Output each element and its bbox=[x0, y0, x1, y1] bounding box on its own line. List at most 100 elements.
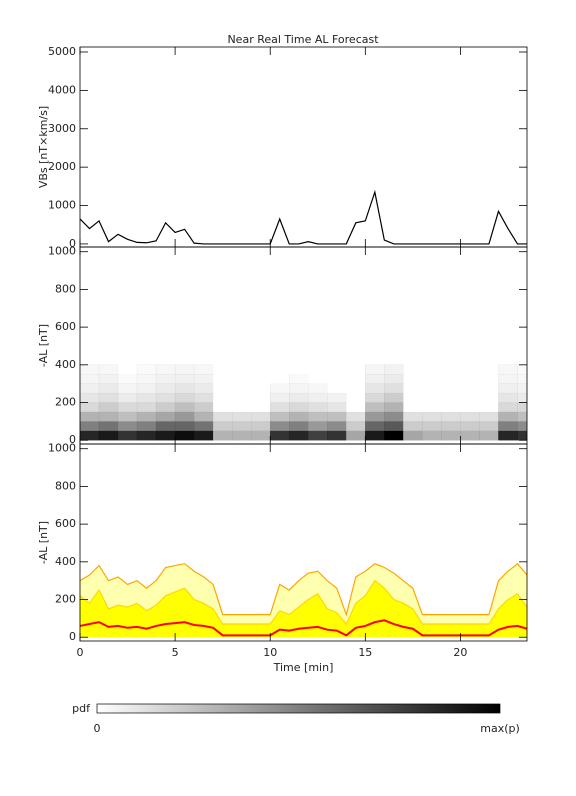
heat-cell bbox=[327, 364, 347, 375]
heat-cell bbox=[289, 364, 309, 375]
axes-frame bbox=[79, 443, 528, 642]
heat-cell bbox=[136, 421, 157, 431]
heat-cell bbox=[251, 383, 271, 394]
y-tick-label: 800 bbox=[55, 282, 76, 295]
heat-cell bbox=[308, 374, 328, 384]
heat-cell bbox=[212, 411, 233, 422]
heat-cell bbox=[441, 402, 461, 412]
heat-cell bbox=[98, 374, 119, 384]
y-tick-label: 0 bbox=[69, 237, 76, 250]
heat-cell bbox=[327, 383, 347, 394]
heat-cell bbox=[384, 364, 404, 375]
heat-cell bbox=[213, 364, 233, 375]
heat-cell bbox=[346, 383, 366, 394]
heat-cell bbox=[251, 374, 271, 384]
heat-cell bbox=[79, 392, 100, 403]
heat-cell bbox=[79, 411, 100, 422]
heat-cell bbox=[479, 402, 499, 412]
heat-cell bbox=[479, 430, 499, 441]
heat-cell bbox=[270, 392, 290, 403]
y-tick-label: 5000 bbox=[48, 45, 76, 58]
heat-cell bbox=[232, 402, 252, 412]
heat-cell bbox=[403, 383, 423, 394]
x-axis-label: Time [min] bbox=[273, 661, 334, 674]
y-tick-label: 1000 bbox=[48, 245, 76, 258]
heat-cell bbox=[98, 402, 119, 413]
heat-cell bbox=[498, 364, 518, 375]
heat-cell bbox=[460, 421, 480, 431]
heat-cell bbox=[517, 383, 528, 394]
heat-cell bbox=[136, 392, 157, 403]
heat-cell bbox=[174, 374, 195, 384]
y-tick-label: 600 bbox=[55, 320, 76, 333]
y-tick-label: 200 bbox=[55, 593, 76, 606]
line bbox=[79, 619, 528, 637]
heat-cell bbox=[193, 430, 214, 441]
heat-cell bbox=[365, 430, 385, 441]
heat-cell bbox=[270, 411, 290, 422]
heat-cell bbox=[118, 364, 138, 375]
heat-cell bbox=[441, 430, 461, 441]
heat-cell bbox=[117, 392, 138, 403]
x-tick-label: 0 bbox=[77, 646, 84, 659]
line bbox=[79, 579, 528, 626]
axes-frame bbox=[79, 46, 528, 248]
heat-cell bbox=[327, 392, 347, 403]
heat-cell bbox=[441, 383, 461, 394]
heat-cell bbox=[403, 430, 423, 441]
heat-cell bbox=[384, 392, 404, 403]
heat-cell bbox=[517, 402, 528, 413]
heat-cell bbox=[384, 411, 404, 422]
heat-cell bbox=[403, 364, 423, 375]
heat-cell bbox=[422, 430, 442, 441]
heat-cell bbox=[479, 364, 499, 375]
colorbar-min: 0 bbox=[94, 722, 101, 735]
heat-cell bbox=[384, 421, 404, 431]
line bbox=[79, 562, 528, 617]
heat-cell bbox=[174, 402, 195, 413]
heat-cell bbox=[117, 421, 138, 431]
heat-cell bbox=[460, 411, 480, 422]
heat-cell bbox=[79, 364, 100, 375]
y-axis-label: VBs [nT×km/s] bbox=[37, 106, 50, 188]
heat-cell bbox=[498, 411, 518, 422]
heat-cell bbox=[384, 374, 404, 384]
heat-cell bbox=[460, 430, 480, 441]
heat-cell bbox=[155, 402, 176, 413]
heat-cell bbox=[422, 411, 442, 422]
heat-cell bbox=[498, 392, 518, 403]
heat-cell bbox=[232, 393, 252, 403]
line bbox=[79, 189, 527, 245]
heat-cell bbox=[98, 364, 119, 375]
heat-cell bbox=[479, 421, 499, 431]
y-axis-label: -AL [nT] bbox=[37, 324, 50, 367]
heat-cell bbox=[346, 421, 366, 431]
heat-cell bbox=[136, 402, 157, 413]
heat-cell bbox=[441, 411, 461, 422]
heat-cell bbox=[479, 383, 499, 394]
heat-cell bbox=[193, 374, 214, 384]
heat-cell bbox=[251, 411, 271, 422]
x-tick-label: 5 bbox=[172, 646, 179, 659]
heat-cell bbox=[365, 364, 385, 375]
heat-cell bbox=[308, 364, 328, 375]
y-tick-label: 4000 bbox=[48, 83, 76, 96]
heat-cell bbox=[117, 374, 138, 384]
heat-cell bbox=[498, 383, 518, 394]
heat-cell bbox=[136, 411, 157, 422]
heat-cell bbox=[308, 430, 328, 441]
heat-cell bbox=[517, 374, 528, 384]
heat-cell bbox=[441, 421, 461, 431]
heat-cell bbox=[517, 411, 528, 422]
heat-cell bbox=[441, 374, 461, 384]
heat-cell bbox=[498, 430, 518, 441]
heat-cell bbox=[232, 411, 252, 422]
heat-cell bbox=[174, 421, 195, 431]
heat-cell bbox=[517, 421, 528, 431]
heat-cell bbox=[289, 392, 309, 403]
heat-cell bbox=[251, 421, 271, 431]
heat-cell bbox=[365, 392, 385, 403]
heat-cell bbox=[193, 421, 214, 431]
heat-cell bbox=[384, 402, 404, 413]
